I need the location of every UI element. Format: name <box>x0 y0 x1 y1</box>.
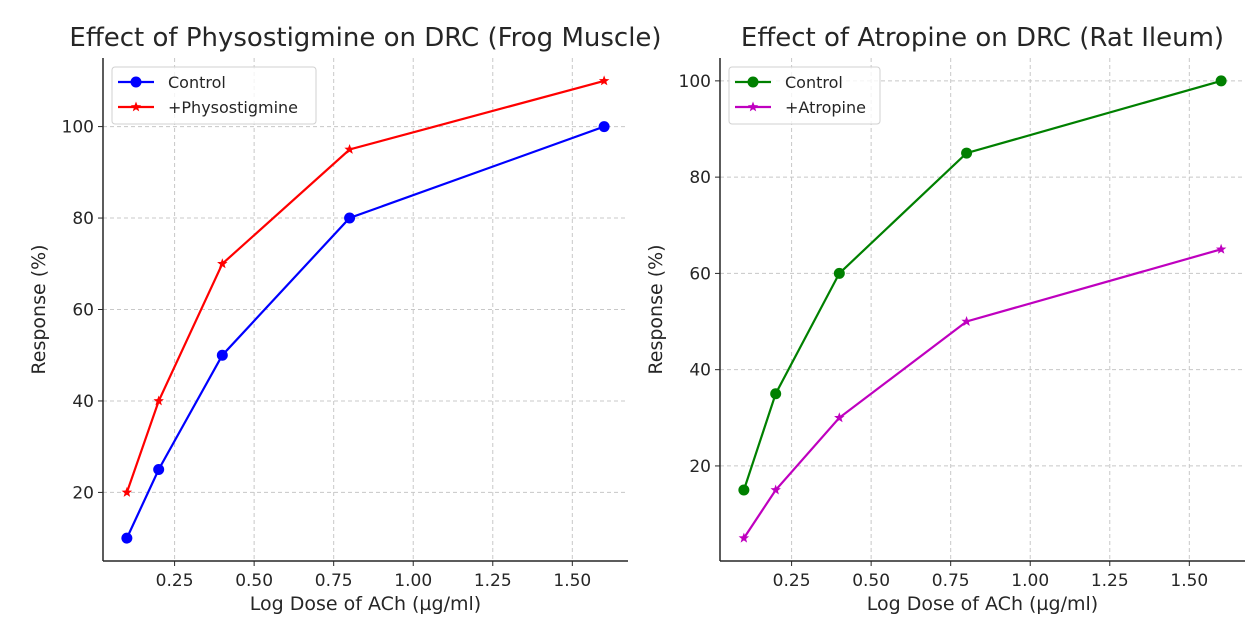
legend-label: Control <box>785 73 843 92</box>
y-tick-label: 60 <box>689 264 711 284</box>
legend-marker <box>747 101 759 112</box>
data-point <box>217 258 228 269</box>
y-axis-label: Response (%) <box>28 244 50 374</box>
y-tick-label: 100 <box>679 72 711 92</box>
x-axis-label: Log Dose of ACh (µg/ml) <box>867 593 1098 615</box>
chart-1: 0.25 0.50 0.75 1.00 1.25 1.50 20 40 60 80 100 Effec… <box>645 23 1245 615</box>
data-point <box>153 395 164 406</box>
data-point <box>598 121 610 133</box>
y-axis-label: Response (%) <box>645 244 667 374</box>
x-tick-label: 1.00 <box>1011 571 1049 591</box>
series-line <box>125 125 605 539</box>
data-point <box>598 75 610 86</box>
series--physostigmine <box>121 75 610 497</box>
x-tick-label: 0.25 <box>773 571 811 591</box>
x-axis-label: Log Dose of ACh (µg/ml) <box>250 593 481 615</box>
data-point <box>961 147 973 159</box>
series-control <box>738 75 1227 496</box>
legend-label: +Physostigmine <box>168 98 298 117</box>
y-tick-label: 40 <box>689 361 711 381</box>
data-point <box>834 412 845 423</box>
legend: Control +Atropine <box>728 66 881 125</box>
data-point <box>153 464 165 476</box>
data-point <box>1215 75 1227 87</box>
series--atropine <box>738 243 1227 543</box>
y-tick-label: 20 <box>72 483 94 503</box>
data-point <box>344 144 355 154</box>
x-tick-label: 1.00 <box>394 571 432 591</box>
y-tick-label: 40 <box>72 392 94 412</box>
data-point <box>1215 243 1227 254</box>
legend-label: Control <box>168 73 226 92</box>
x-tick-label: 1.50 <box>1170 571 1208 591</box>
legend-marker <box>130 76 142 88</box>
series-line <box>125 79 605 493</box>
x-tick-label: 1.50 <box>553 571 591 591</box>
data-point <box>770 388 782 400</box>
data-point <box>121 532 133 544</box>
legend-marker <box>747 76 759 88</box>
chart-title: Effect of Physostigmine on DRC (Frog Mus… <box>69 23 661 53</box>
series-line <box>742 248 1222 539</box>
x-tick-label: 0.75 <box>932 571 970 591</box>
x-tick-label: 1.25 <box>474 571 512 591</box>
data-point <box>738 484 750 496</box>
data-point <box>961 316 972 326</box>
y-tick-label: 20 <box>689 457 711 477</box>
x-tick-label: 0.25 <box>156 571 194 591</box>
legend-marker <box>130 101 142 112</box>
y-tick-label: 80 <box>72 209 94 229</box>
y-tick-label: 60 <box>72 301 94 321</box>
y-tick-label: 100 <box>62 118 94 138</box>
data-point <box>738 532 750 543</box>
data-point <box>121 486 133 497</box>
data-point <box>344 212 356 224</box>
x-tick-label: 0.50 <box>852 571 890 591</box>
series-line <box>742 79 1222 491</box>
legend-label: +Atropine <box>785 98 866 117</box>
x-tick-label: 1.25 <box>1091 571 1129 591</box>
chart-title: Effect of Atropine on DRC (Rat Ileum) <box>741 23 1224 53</box>
chart-0: 0.25 0.50 0.75 1.00 1.25 1.50 20 40 60 80 100 Effec… <box>28 23 662 615</box>
data-point <box>216 349 228 361</box>
series-control <box>121 121 610 544</box>
x-tick-label: 0.75 <box>315 571 353 591</box>
data-point <box>770 484 781 495</box>
x-tick-label: 0.50 <box>235 571 273 591</box>
legend-box <box>111 66 317 125</box>
legend: Control +Physostigmine <box>111 66 317 125</box>
y-tick-label: 80 <box>689 168 711 188</box>
data-point <box>833 267 845 279</box>
